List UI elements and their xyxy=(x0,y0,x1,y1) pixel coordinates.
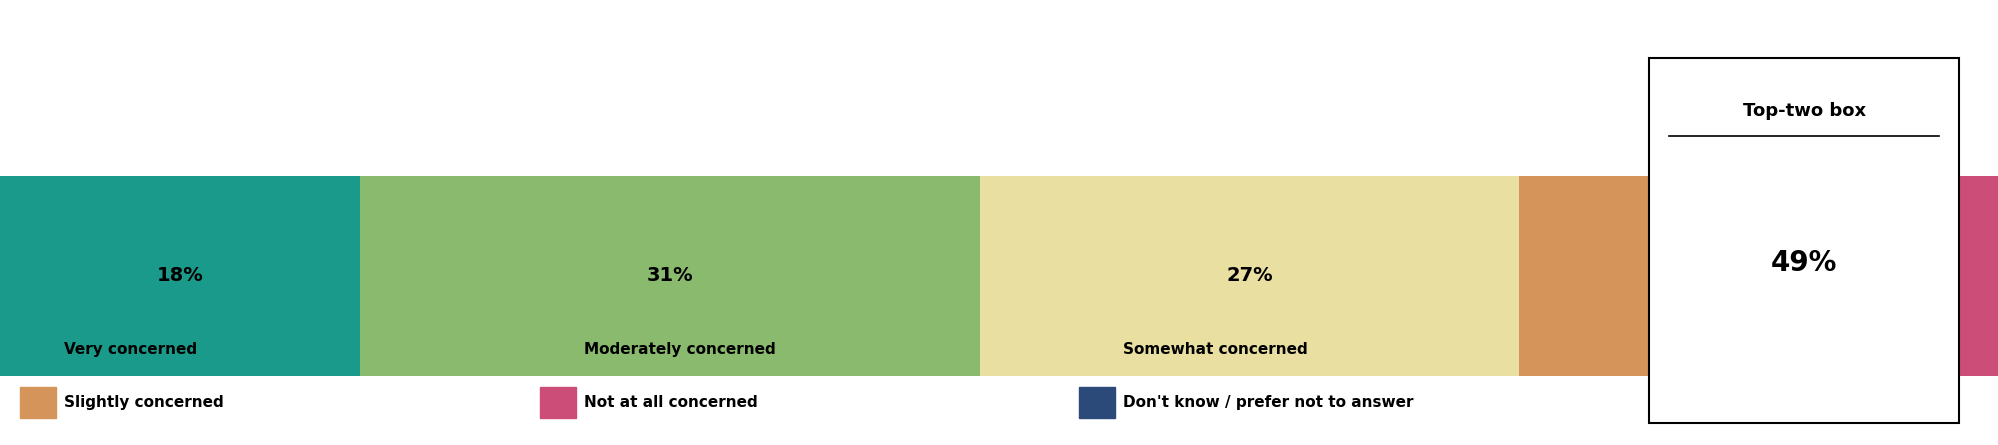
Text: Slightly concerned: Slightly concerned xyxy=(64,395,224,410)
Bar xyxy=(360,176,979,376)
Text: Very concerned: Very concerned xyxy=(64,342,198,357)
Text: Top-two box: Top-two box xyxy=(1742,102,1864,120)
Text: Somewhat concerned: Somewhat concerned xyxy=(1123,342,1307,357)
Text: Don't know / prefer not to answer: Don't know / prefer not to answer xyxy=(1123,395,1413,410)
Text: 18%: 18% xyxy=(156,267,204,285)
Bar xyxy=(979,176,1518,376)
Text: 49%: 49% xyxy=(1770,249,1836,276)
Text: 27%: 27% xyxy=(1225,267,1273,285)
Text: Moderately concerned: Moderately concerned xyxy=(583,342,775,357)
Bar xyxy=(1518,176,1858,376)
Text: 7%: 7% xyxy=(1912,267,1944,285)
Text: 17%: 17% xyxy=(1664,267,1712,285)
Text: Not at all concerned: Not at all concerned xyxy=(583,395,757,410)
Bar xyxy=(0,176,360,376)
Bar xyxy=(1858,176,1998,376)
Text: 31%: 31% xyxy=(645,267,693,285)
